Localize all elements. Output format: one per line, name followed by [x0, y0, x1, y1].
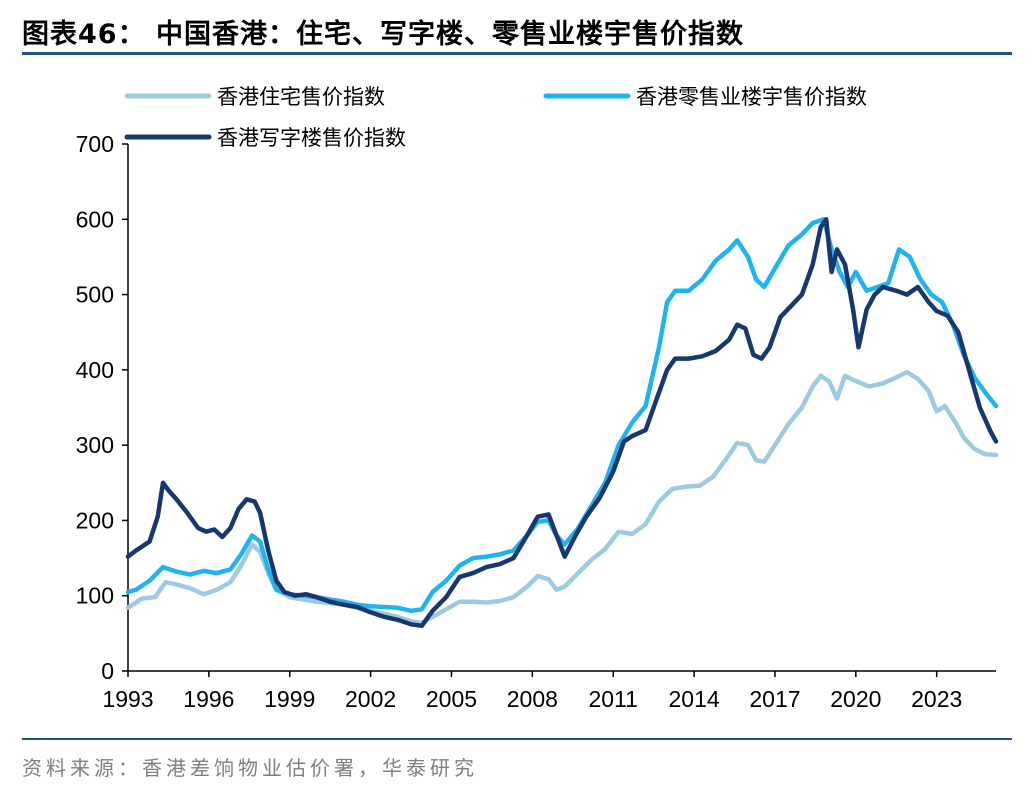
y-tick-label: 300	[76, 432, 114, 458]
x-tick-label: 2014	[669, 686, 720, 712]
x-tick-label: 2023	[911, 686, 962, 712]
x-tick-label: 2011	[588, 686, 637, 712]
y-tick-label: 0	[101, 658, 114, 684]
y-tick-label: 600	[76, 206, 114, 232]
x-tick-label: 1999	[264, 686, 315, 712]
x-tick-label: 1996	[183, 686, 234, 712]
series-line-3	[125, 217, 999, 629]
y-tick-label: 100	[76, 583, 114, 609]
legend-label-2: 香港零售业楼宇售价指数	[636, 85, 867, 109]
x-tick-label: 2020	[830, 686, 881, 712]
y-tick-label: 200	[76, 507, 114, 533]
x-tick-label: 2008	[507, 686, 558, 712]
x-tick-label: 1993	[102, 686, 153, 712]
x-tick-label: 2005	[426, 686, 477, 712]
series-group	[125, 217, 999, 629]
y-tick-label: 500	[76, 282, 114, 308]
x-tick-label: 2002	[345, 686, 396, 712]
legend-label-3: 香港写字楼售价指数	[217, 126, 406, 150]
legend-label-1: 香港住宅售价指数	[217, 85, 385, 109]
title-rule	[22, 52, 1012, 55]
figure-title: 图表46： 中国香港：住宅、写字楼、零售业楼宇售价指数	[22, 19, 744, 50]
source-note: 资料来源：香港差饷物业估价署，华泰研究	[22, 756, 478, 780]
series-line-1	[125, 369, 999, 626]
axes-group: 0 100 200 300 400 500 600 700 1993 1996 1999 2002 20…	[76, 131, 996, 712]
x-tick-label: 2017	[749, 686, 800, 712]
y-tick-label: 700	[76, 131, 114, 157]
source-rule	[22, 738, 1012, 740]
y-tick-label: 400	[76, 357, 114, 383]
